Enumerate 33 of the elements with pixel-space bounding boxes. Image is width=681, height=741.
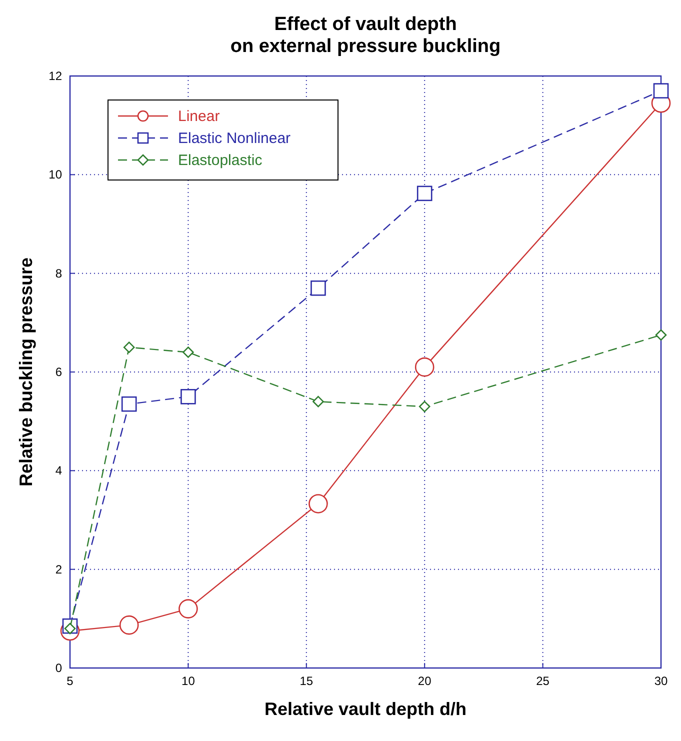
point [308, 494, 328, 514]
x-tick-label: 25 [536, 674, 550, 688]
legend-label: Elastoplastic [178, 152, 263, 169]
point [123, 342, 135, 353]
x-tick-label: 15 [300, 674, 314, 688]
y-tick-label: 2 [55, 562, 62, 576]
point [121, 396, 137, 412]
legend-label: Elastic Nonlinear [178, 130, 291, 147]
x-tick-label: 10 [182, 674, 196, 688]
x-tick-label: 20 [418, 674, 432, 688]
y-tick-label: 4 [55, 464, 62, 478]
point [180, 389, 196, 404]
y-tick-label: 8 [55, 266, 62, 280]
x-axis-title: Relative vault depth d/h [264, 699, 467, 719]
x-tick-label: 5 [66, 674, 74, 688]
legend-label: Linear [178, 108, 220, 125]
point [178, 599, 198, 618]
y-tick-label: 12 [48, 69, 62, 83]
y-axis-title: Relative buckling pressure [16, 257, 36, 487]
y-tick-label: 10 [48, 168, 62, 182]
point [653, 83, 669, 98]
point [182, 346, 194, 358]
point [416, 186, 432, 202]
point [655, 329, 667, 341]
point [310, 280, 326, 296]
x-tick-label: 30 [654, 674, 668, 688]
point [418, 400, 430, 412]
y-tick-label: 6 [55, 365, 62, 379]
point [414, 357, 434, 377]
point [119, 615, 139, 635]
chart-title: Effect of vault depth on external pressure buckling [230, 14, 501, 57]
y-tick-label: 0 [55, 661, 62, 675]
point [312, 396, 324, 408]
